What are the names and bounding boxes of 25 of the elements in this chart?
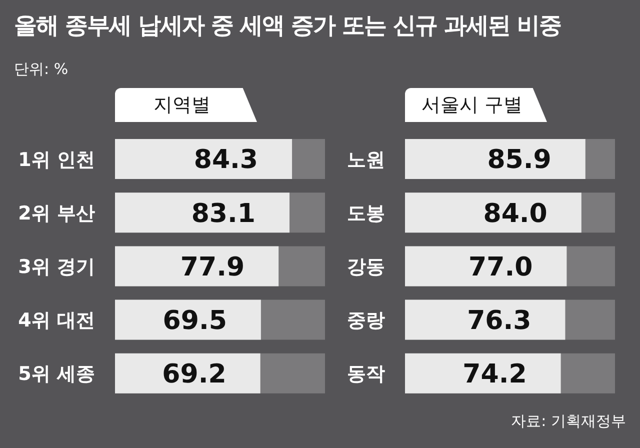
data-label: 76.3 (467, 306, 532, 336)
data-label: 83.1 (191, 198, 256, 229)
data-label: 84.0 (483, 198, 548, 229)
data-label: 84.3 (194, 145, 258, 176)
y-tick-label: 도봉 (347, 202, 385, 224)
chart-title: 올해 종부세 납세자 중 세액 증가 또는 신규 과세된 비중 (14, 12, 562, 41)
y-tick-label: 중랑 (347, 310, 385, 332)
chart-subtitle: 지역별 (115, 88, 257, 122)
y-tick-label: 2위 부산 (18, 202, 95, 224)
data-label: 69.2 (162, 360, 226, 390)
text: 단위: % (14, 60, 68, 79)
y-tick-label: 강동 (347, 256, 385, 278)
y-tick-label: 노원 (347, 148, 385, 171)
y-tick-label: 동작 (347, 363, 385, 386)
y-tick-label: 1위 인천 (18, 148, 95, 171)
data-label: 77.9 (180, 252, 245, 282)
chart-title: 서울시 구별 (405, 88, 547, 122)
data-label: 85.9 (487, 145, 552, 176)
y-tick-label: 4위 대전 (18, 310, 95, 332)
data-label: 77.0 (468, 252, 533, 282)
y-tick-label: 5위 세종 (18, 363, 95, 386)
data-label: 74.2 (462, 360, 527, 390)
y-tick-label: 3위 경기 (18, 256, 95, 278)
data-label: 69.5 (162, 306, 227, 336)
text: 자료: 기획재정부 (511, 412, 626, 431)
